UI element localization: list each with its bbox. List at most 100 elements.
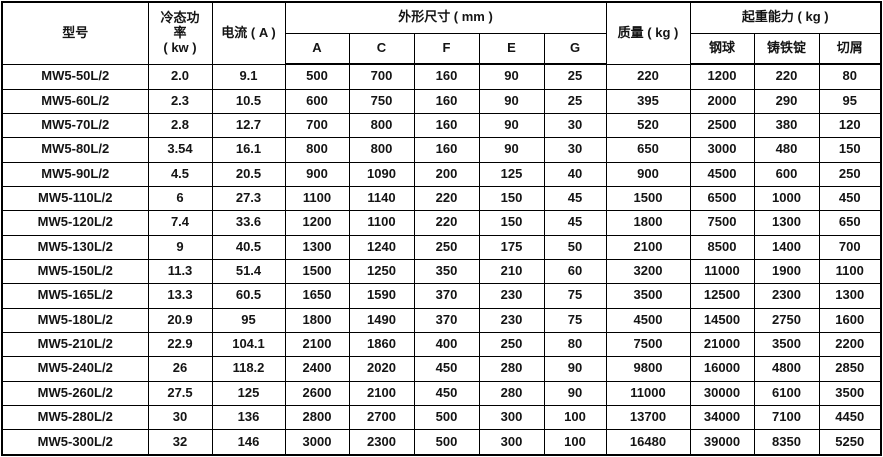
value-cell: 3500	[818, 380, 882, 406]
value-cell: 700	[818, 234, 882, 260]
value-cell: 160	[413, 88, 480, 114]
value-cell: 1000	[753, 185, 820, 212]
value-cell: 3000	[689, 137, 755, 163]
value-cell: 2600	[284, 380, 350, 406]
value-cell: 250	[478, 331, 545, 358]
value-cell: 1500	[605, 185, 691, 212]
table-row: MW5-50L/2 2.0 9.1 500 700 160 90 25 220 1200 220 80	[1, 63, 882, 90]
value-cell: 2100	[284, 331, 350, 358]
value-cell: 2500	[689, 112, 755, 139]
table-row: MW5-150L/2 11.3 51.4 1500 1250 350 210 60 3200 11…	[1, 258, 882, 285]
value-cell: 4450	[818, 404, 882, 431]
value-cell: 650	[818, 210, 882, 236]
value-cell: 2700	[348, 404, 415, 431]
value-cell: 230	[478, 307, 545, 333]
value-cell: 32	[147, 429, 213, 456]
header-cast-iron-ingot: 铸铁锭	[753, 32, 820, 65]
value-cell: 300	[478, 404, 545, 431]
value-cell: 13.3	[147, 283, 213, 309]
value-cell: 30	[543, 137, 607, 163]
value-cell: 25	[543, 63, 607, 90]
value-cell: 125	[211, 380, 286, 406]
value-cell: 2100	[348, 380, 415, 406]
value-cell: 1500	[284, 258, 350, 285]
value-cell: 1200	[689, 63, 755, 90]
header-steel-ball: 钢球	[689, 32, 755, 65]
header-cold-power-line2: 率	[173, 24, 187, 40]
value-cell: 1600	[818, 307, 882, 333]
value-cell: 2800	[284, 404, 350, 431]
value-cell: 1650	[284, 283, 350, 309]
value-cell: 1590	[348, 283, 415, 309]
value-cell: 300	[478, 429, 545, 456]
value-cell: 2.8	[147, 112, 213, 139]
value-cell: 22.9	[147, 331, 213, 358]
header-cold-power: 冷态功 率 ( kw )	[147, 1, 213, 65]
table-row: MW5-210L/2 22.9 104.1 2100 1860 400 250 80 7500 2…	[1, 331, 882, 358]
value-cell: 16.1	[211, 137, 286, 163]
table-row: MW5-110L/2 6 27.3 1100 1140 220 150 45 1500 6500 1…	[1, 185, 882, 212]
value-cell: 700	[348, 63, 415, 90]
value-cell: 150	[478, 185, 545, 212]
table-row: MW5-120L/2 7.4 33.6 1200 1100 220 150 45 1800 750…	[1, 210, 882, 236]
table-row: MW5-180L/2 20.9 95 1800 1490 370 230 75 4500 1450…	[1, 307, 882, 333]
value-cell: 290	[753, 88, 820, 114]
value-cell: 125	[478, 161, 545, 187]
value-cell: 21000	[689, 331, 755, 358]
header-dim-g: G	[543, 32, 607, 65]
header-swarf: 切屑	[818, 32, 882, 65]
value-cell: 27.3	[211, 185, 286, 212]
value-cell: 80	[818, 63, 882, 90]
value-cell: 50	[543, 234, 607, 260]
value-cell: 12500	[689, 283, 755, 309]
model-cell: MW5-70L/2	[1, 112, 149, 139]
value-cell: 1300	[284, 234, 350, 260]
value-cell: 20.5	[211, 161, 286, 187]
value-cell: 395	[605, 88, 691, 114]
value-cell: 100	[543, 429, 607, 456]
value-cell: 7500	[605, 331, 691, 358]
value-cell: 1100	[284, 185, 350, 212]
value-cell: 650	[605, 137, 691, 163]
value-cell: 8350	[753, 429, 820, 456]
value-cell: 40.5	[211, 234, 286, 260]
value-cell: 9.1	[211, 63, 286, 90]
value-cell: 280	[478, 380, 545, 406]
value-cell: 5250	[818, 429, 882, 456]
value-cell: 1200	[284, 210, 350, 236]
value-cell: 12.7	[211, 112, 286, 139]
value-cell: 120	[818, 112, 882, 139]
value-cell: 95	[211, 307, 286, 333]
value-cell: 175	[478, 234, 545, 260]
value-cell: 6500	[689, 185, 755, 212]
value-cell: 7.4	[147, 210, 213, 236]
value-cell: 4500	[605, 307, 691, 333]
value-cell: 1860	[348, 331, 415, 358]
value-cell: 4500	[689, 161, 755, 187]
header-dimensions: 外形尺寸 ( mm )	[284, 1, 607, 34]
table-row: MW5-60L/2 2.3 10.5 600 750 160 90 25 395 2000 290 9…	[1, 88, 882, 114]
value-cell: 75	[543, 307, 607, 333]
value-cell: 3000	[284, 429, 350, 456]
header-model: 型号	[1, 1, 149, 65]
value-cell: 160	[413, 137, 480, 163]
value-cell: 34000	[689, 404, 755, 431]
model-cell: MW5-50L/2	[1, 63, 149, 90]
value-cell: 9	[147, 234, 213, 260]
value-cell: 30	[543, 112, 607, 139]
value-cell: 800	[284, 137, 350, 163]
header-mass: 质量 ( kg )	[605, 1, 691, 65]
value-cell: 520	[605, 112, 691, 139]
value-cell: 95	[818, 88, 882, 114]
value-cell: 33.6	[211, 210, 286, 236]
table-header: 型号 冷态功 率 ( kw ) 电流 ( A ) 外形尺寸 ( mm ) 质量 …	[1, 1, 882, 65]
value-cell: 2300	[348, 429, 415, 456]
value-cell: 450	[413, 380, 480, 406]
value-cell: 400	[413, 331, 480, 358]
table-body: MW5-50L/2 2.0 9.1 500 700 160 90 25 220 1200 220 80…	[1, 63, 882, 456]
value-cell: 6100	[753, 380, 820, 406]
value-cell: 1900	[753, 258, 820, 285]
model-cell: MW5-165L/2	[1, 283, 149, 309]
value-cell: 11.3	[147, 258, 213, 285]
value-cell: 1250	[348, 258, 415, 285]
